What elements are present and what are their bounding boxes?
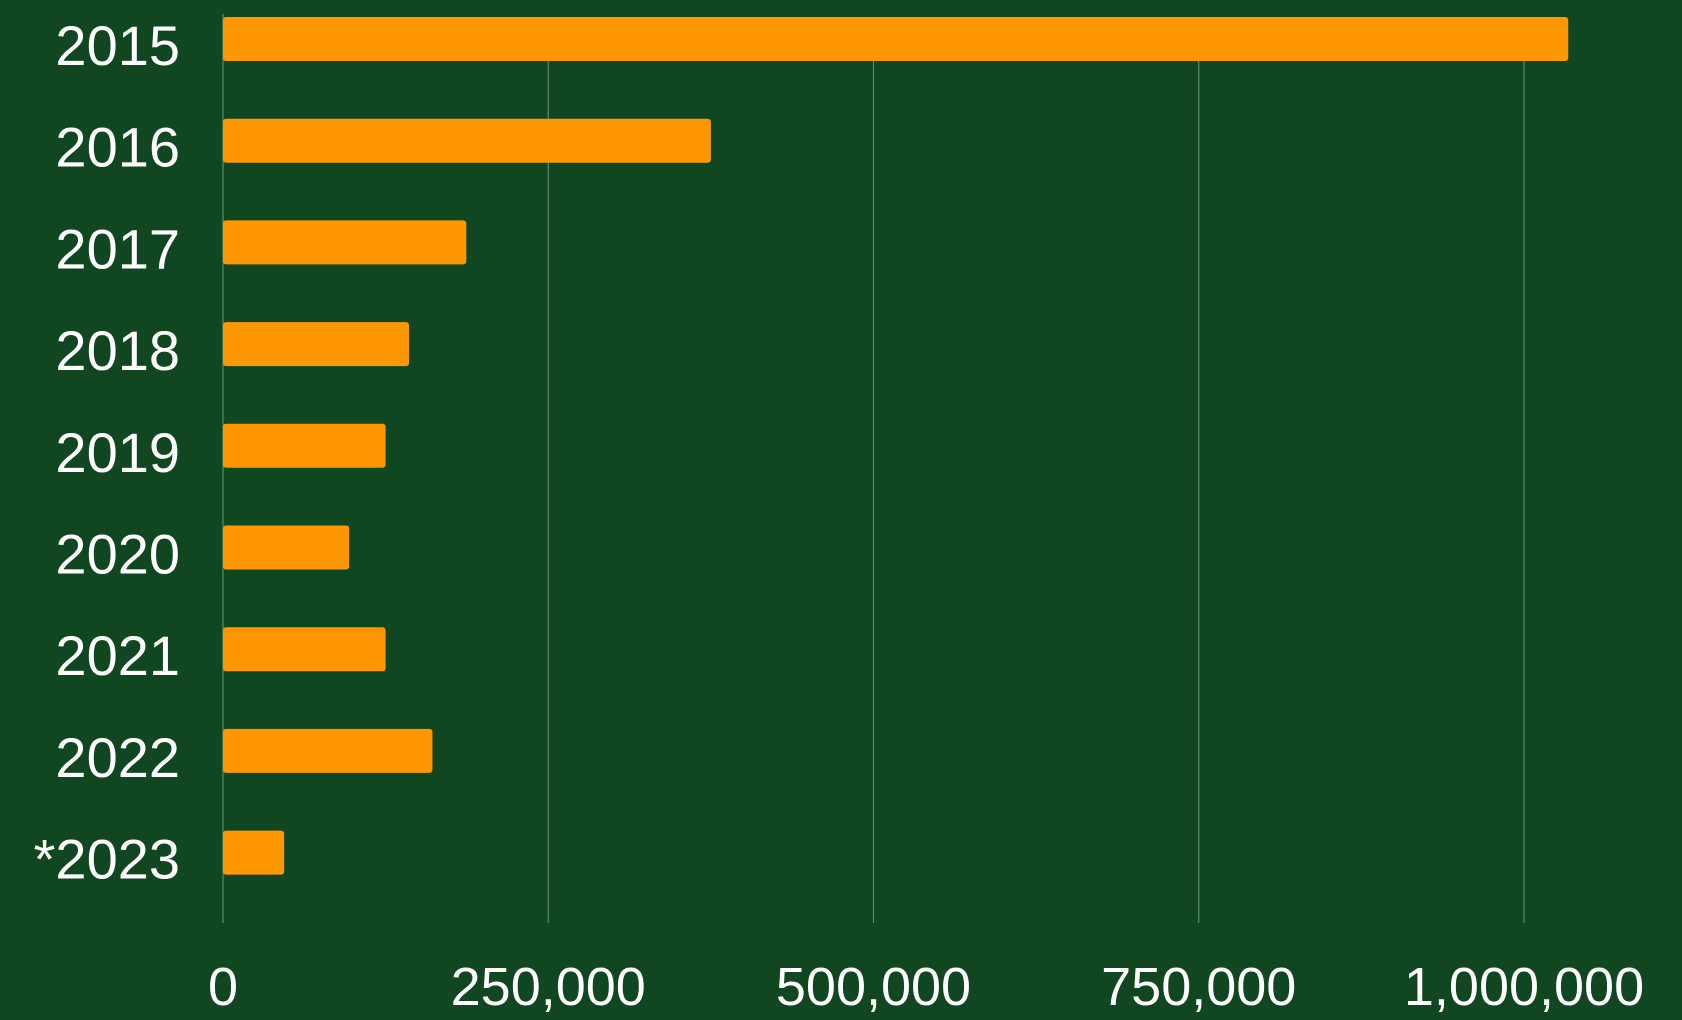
bar-2018 [223, 322, 410, 367]
y-category-label: 2017 [55, 217, 180, 280]
bar-2015 [223, 17, 1569, 61]
x-tick-label: 500,000 [776, 957, 971, 1015]
gridlines [222, 14, 1525, 923]
y-axis-labels: 2015 2016 2017 2018 2019 2020 2021 2022 *2023 [34, 14, 180, 891]
x-axis-labels: 0 250,000 500,000 750,000 1,000,000 [208, 957, 1644, 1017]
y-category-label: 2019 [55, 421, 180, 484]
bar-2022 [223, 728, 433, 773]
y-category-label: 2022 [55, 726, 180, 789]
bar-2020 [223, 525, 350, 570]
bar-2023 [223, 830, 285, 875]
bar-2016 [223, 118, 711, 163]
y-category-label: *2023 [34, 828, 180, 891]
bar-2021 [223, 627, 386, 672]
y-category-label: 2015 [55, 14, 180, 77]
bar-2017 [223, 220, 467, 265]
x-tick-label: 250,000 [451, 957, 646, 1015]
y-category-label: 2018 [55, 319, 180, 382]
y-category-label: 2021 [55, 624, 180, 687]
x-tick-label: 0 [208, 957, 238, 1015]
y-category-label: 2016 [55, 116, 180, 179]
x-tick-label: 1,000,000 [1404, 957, 1644, 1015]
bar-2019 [223, 423, 386, 468]
y-category-label: 2020 [55, 523, 180, 586]
x-tick-label: 750,000 [1101, 957, 1296, 1015]
bars [223, 17, 1569, 875]
